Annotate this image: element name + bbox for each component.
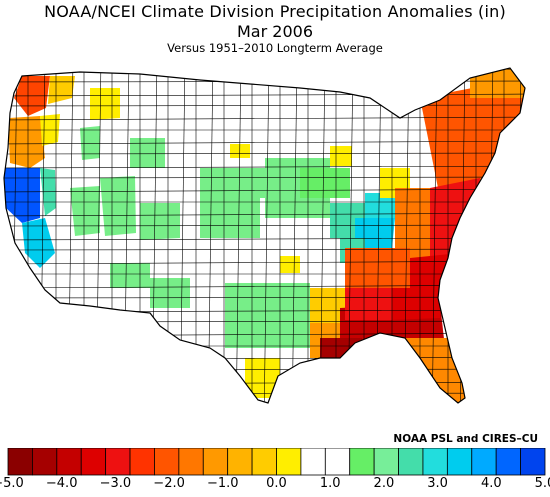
colorbar-tick-label: 2.0 xyxy=(373,476,395,491)
anomaly-regions xyxy=(4,68,525,403)
data-credit: NOAA PSL and CIRES–CU xyxy=(393,433,538,445)
colorbar-cell xyxy=(80,448,107,476)
region-texas-coast xyxy=(245,358,280,398)
region-tennessee-kentucky xyxy=(345,248,410,288)
colorbar-cell xyxy=(202,448,229,476)
colorbar-cell xyxy=(324,448,351,476)
region-nevada-east xyxy=(70,186,100,236)
colorbar-tick-label: 1.0 xyxy=(319,476,341,491)
region-central-california xyxy=(22,218,55,268)
colorbar-cell xyxy=(56,448,82,476)
region-nebraska xyxy=(200,168,265,198)
colorbar-tick-label: −2.0 xyxy=(153,476,185,491)
region-utah xyxy=(100,176,136,236)
region-washington-cascades xyxy=(48,76,75,104)
colorbar-cell xyxy=(154,448,180,476)
colorbar-cell xyxy=(178,448,204,476)
region-indiana xyxy=(365,193,395,218)
colorbar-tick-label: 0.0 xyxy=(266,476,287,491)
colorbar-cell xyxy=(276,448,302,476)
colorbar-tick-label: −1.0 xyxy=(207,476,239,491)
region-mid-atlantic xyxy=(430,178,480,268)
colorbar-cell xyxy=(227,448,253,476)
region-northern-california-coast xyxy=(4,168,40,223)
colorbar-cell xyxy=(7,448,33,476)
colorbar-tick-label: 3.0 xyxy=(427,476,448,491)
region-new-england-north xyxy=(470,68,525,98)
map-title: NOAA/NCEI Climate Division Precipitation… xyxy=(44,2,506,21)
colorbar-tick-label: 4.0 xyxy=(480,476,502,491)
map-period: Mar 2006 xyxy=(237,22,313,41)
colorbar-cell xyxy=(300,448,326,476)
colorbar-tick-label: −3.0 xyxy=(99,476,132,491)
colorbar-tick-label: −4.0 xyxy=(45,476,78,491)
region-pacific-northwest-coast xyxy=(8,116,45,168)
region-idaho xyxy=(80,126,100,160)
map-subtitle: Versus 1951–2010 Longterm Average xyxy=(167,41,383,55)
colorbar-tick-label: −5.0 xyxy=(0,476,24,491)
colorbar-cell xyxy=(32,448,58,476)
colorbar-cell xyxy=(495,448,521,476)
region-kansas xyxy=(200,198,260,238)
region-wyoming xyxy=(130,138,165,168)
region-arizona xyxy=(110,263,150,288)
region-arkansas xyxy=(310,288,345,323)
colorbar-cell xyxy=(349,448,375,476)
region-georgia xyxy=(390,288,440,320)
region-oklahoma xyxy=(280,256,300,273)
colorbar xyxy=(7,448,546,476)
region-montana xyxy=(90,88,120,120)
colorbar-cell xyxy=(471,448,497,476)
colorbar-cell xyxy=(398,448,424,476)
region-southwest-texas xyxy=(225,283,310,348)
region-louisiana-coast xyxy=(320,338,362,363)
colorbar-cell xyxy=(105,448,131,476)
us-climate-division-map xyxy=(3,67,526,404)
colorbar-tick-label: 5.0 xyxy=(534,476,550,491)
region-new-mexico xyxy=(150,278,190,308)
region-mississippi-alabama xyxy=(345,288,392,320)
colorbar-cell xyxy=(446,448,473,476)
colorbar-cell xyxy=(520,448,546,476)
region-colorado xyxy=(140,203,180,240)
region-upper-midwest xyxy=(330,146,352,166)
region-iowa xyxy=(300,168,350,198)
colorbar-cell xyxy=(373,448,399,476)
colorbar-cell xyxy=(422,448,448,476)
colorbar-cell xyxy=(251,448,277,476)
colorbar-cell xyxy=(129,448,155,476)
